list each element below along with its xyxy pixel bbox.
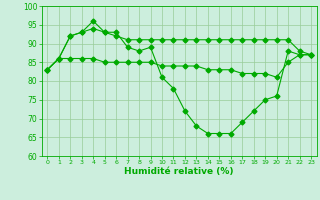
X-axis label: Humidité relative (%): Humidité relative (%) <box>124 167 234 176</box>
